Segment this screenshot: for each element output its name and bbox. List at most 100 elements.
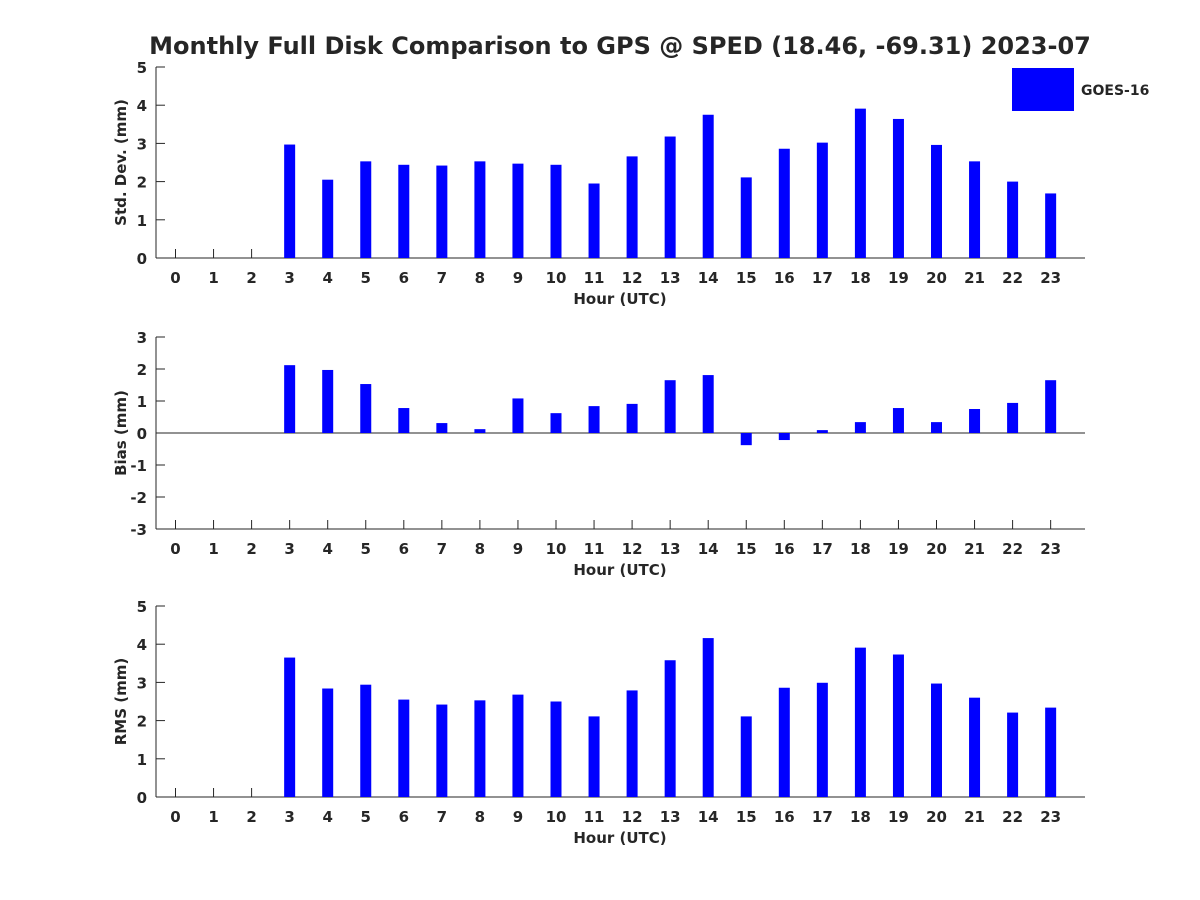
- bar-hour-4: [322, 369, 334, 433]
- bar-hour-13: [664, 380, 676, 433]
- x-tick-label: 17: [812, 540, 833, 558]
- y-tick-label: 2: [137, 174, 147, 192]
- x-tick-label: 8: [475, 808, 485, 826]
- bar-hour-5: [360, 384, 372, 433]
- bar-hour-21: [969, 161, 981, 258]
- bar-hour-21: [969, 409, 981, 433]
- bar-hour-17: [816, 142, 828, 258]
- x-tick-label: 9: [513, 808, 523, 826]
- bar-hour-12: [626, 690, 638, 797]
- bar-hour-15: [740, 716, 752, 797]
- x-tick-label: 22: [1002, 808, 1023, 826]
- bar-hour-23: [1045, 707, 1057, 797]
- y-tick-label: 0: [137, 250, 147, 268]
- y-tick-label: -2: [130, 489, 147, 507]
- x-tick-label: 15: [736, 540, 757, 558]
- chart-title: Monthly Full Disk Comparison to GPS @ SP…: [149, 32, 1091, 60]
- x-tick-label: 20: [926, 808, 947, 826]
- x-tick-label: 13: [660, 540, 681, 558]
- x-axis-title: Hour (UTC): [573, 290, 666, 308]
- x-tick-label: 22: [1002, 269, 1023, 287]
- bar-hour-23: [1045, 380, 1057, 433]
- bar-hour-6: [398, 699, 410, 797]
- x-tick-label: 12: [622, 540, 643, 558]
- x-tick-label: 8: [475, 540, 485, 558]
- y-tick-label: -1: [130, 457, 147, 475]
- x-tick-label: 3: [284, 808, 294, 826]
- bar-hour-19: [892, 118, 904, 259]
- x-tick-label: 10: [546, 269, 567, 287]
- bar-hour-20: [931, 683, 942, 797]
- bar-hour-15: [740, 177, 752, 258]
- x-tick-label: 9: [513, 540, 523, 558]
- bar-hour-17: [816, 682, 828, 797]
- x-tick-label: 6: [399, 269, 409, 287]
- x-tick-label: 14: [698, 540, 719, 558]
- bar-hour-12: [626, 156, 638, 258]
- x-tick-label: 0: [170, 269, 180, 287]
- bar-hour-11: [588, 406, 600, 433]
- x-tick-label: 16: [774, 808, 795, 826]
- x-tick-label: 5: [361, 269, 371, 287]
- bar-hour-5: [360, 161, 372, 258]
- y-tick-label: 3: [137, 135, 147, 153]
- y-axis-title: Bias (mm): [112, 390, 130, 476]
- bar-hour-13: [664, 136, 676, 258]
- x-tick-label: 4: [322, 808, 332, 826]
- bar-hour-3: [284, 365, 296, 433]
- x-tick-label: 19: [888, 269, 909, 287]
- bar-hour-20: [931, 144, 942, 258]
- x-tick-label: 21: [964, 540, 985, 558]
- bar-hour-3: [284, 144, 296, 258]
- x-tick-label: 18: [850, 269, 871, 287]
- bar-hour-6: [398, 164, 410, 258]
- bar-hour-10: [550, 413, 562, 433]
- x-tick-label: 22: [1002, 540, 1023, 558]
- x-tick-label: 14: [698, 808, 719, 826]
- legend: GOES-16: [1012, 68, 1149, 111]
- bar-hour-7: [436, 423, 448, 433]
- y-tick-label: 2: [137, 361, 147, 379]
- bar-hour-16: [778, 433, 790, 441]
- y-tick-label: 3: [137, 674, 147, 692]
- x-tick-label: 0: [170, 540, 180, 558]
- x-tick-label: 5: [361, 540, 371, 558]
- x-tick-label: 4: [322, 540, 332, 558]
- bar-hour-20: [931, 422, 942, 433]
- bar-hour-22: [1007, 712, 1019, 797]
- bar-hour-14: [702, 114, 714, 258]
- bar-hour-10: [550, 701, 562, 797]
- bar-hour-16: [778, 687, 790, 797]
- y-tick-label: 0: [137, 789, 147, 807]
- y-tick-label: 1: [137, 393, 147, 411]
- y-axis-title: Std. Dev. (mm): [112, 99, 130, 226]
- y-tick-label: 2: [137, 713, 147, 731]
- x-tick-label: 6: [399, 540, 409, 558]
- bar-hour-18: [854, 108, 866, 258]
- y-tick-label: 5: [137, 59, 147, 77]
- x-tick-label: 1: [208, 269, 218, 287]
- x-tick-label: 11: [584, 540, 605, 558]
- x-tick-label: 17: [812, 808, 833, 826]
- legend-swatch-goes-16: [1012, 68, 1074, 111]
- bar-hour-4: [322, 688, 334, 797]
- x-tick-label: 17: [812, 269, 833, 287]
- bar-hour-18: [854, 422, 866, 433]
- x-tick-label: 21: [964, 808, 985, 826]
- bar-hour-21: [969, 697, 981, 797]
- x-tick-label: 18: [850, 540, 871, 558]
- bar-hour-18: [854, 647, 866, 797]
- x-tick-label: 20: [926, 540, 947, 558]
- x-tick-label: 4: [322, 269, 332, 287]
- x-axis-title: Hour (UTC): [573, 561, 666, 579]
- bar-hour-10: [550, 164, 562, 258]
- y-tick-label: 1: [137, 751, 147, 769]
- x-tick-label: 15: [736, 269, 757, 287]
- x-tick-label: 6: [399, 808, 409, 826]
- bar-hour-19: [892, 654, 904, 797]
- bar-hour-11: [588, 716, 600, 797]
- bar-hour-8: [474, 429, 486, 433]
- x-tick-label: 16: [774, 540, 795, 558]
